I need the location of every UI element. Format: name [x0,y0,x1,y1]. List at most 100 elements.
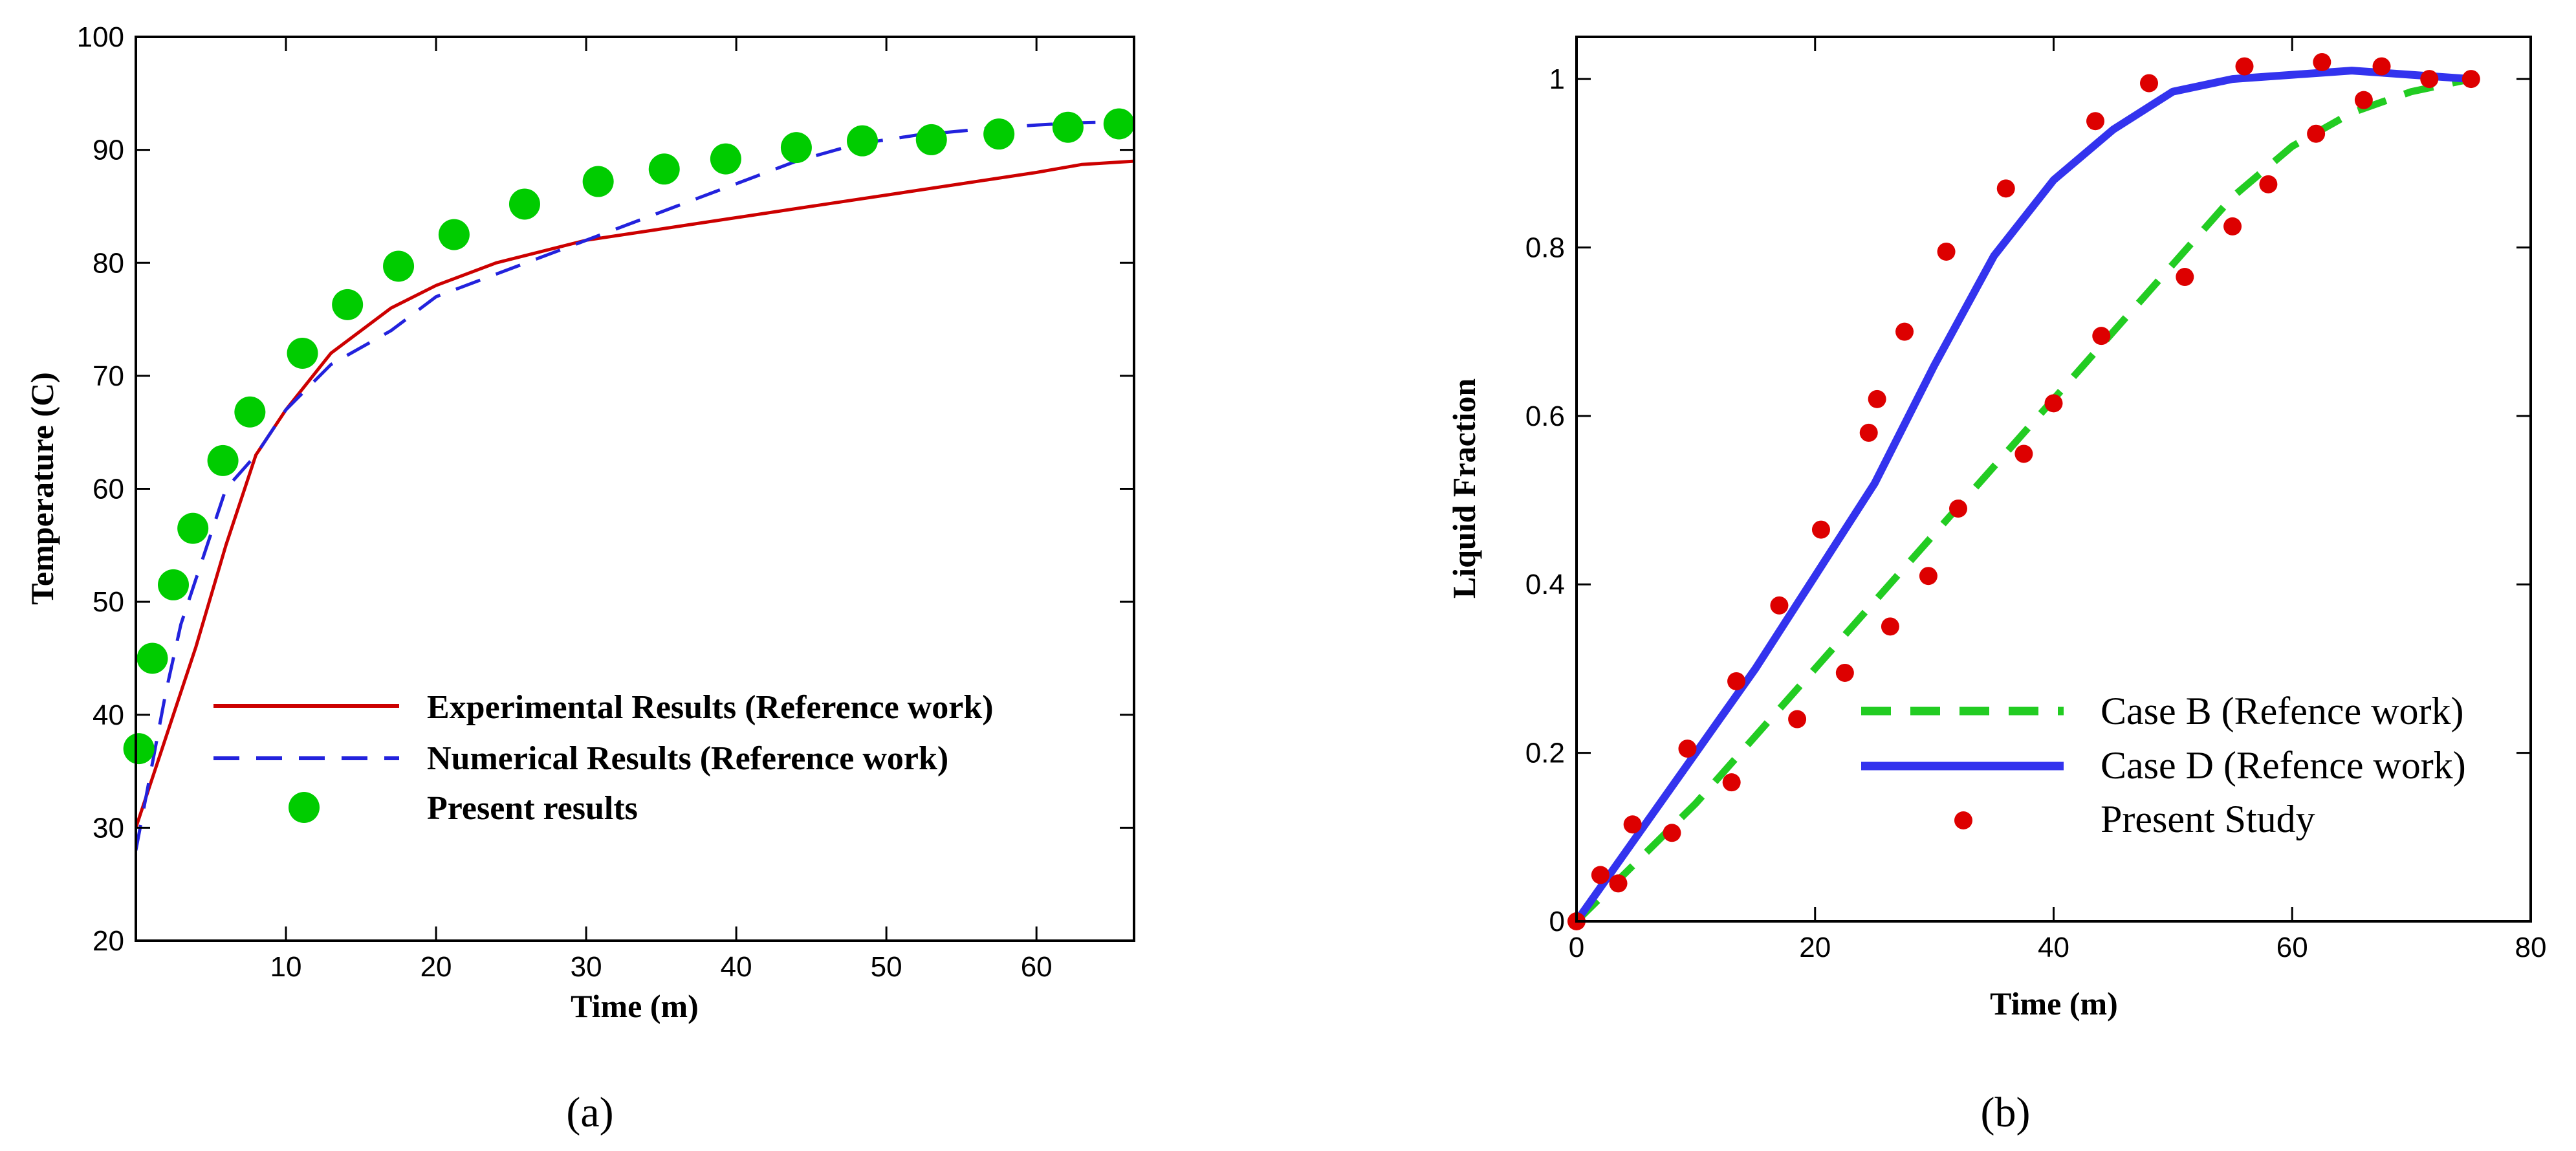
panel-b-point-present-study [1881,617,1899,636]
panel-b-ticks: 0 20 40 60 80 0 0.2 0.4 0.6 0.8 1 [1525,37,2547,963]
panel-b-point-present-study [2092,327,2111,345]
panel-a-ticks: 10 20 30 40 50 60 20 30 40 50 60 70 80 90 100 [77,21,1134,983]
panel-a-y-tick-label: 50 [93,586,124,618]
legend-a-numerical-label: Numerical Results (Reference work) [427,740,948,777]
panel-a-point-present-results [123,733,155,765]
panel-b-y-tick-label: 0.4 [1525,569,1565,600]
panel-a-point-present-results [710,143,741,175]
legend-b-caseb-label: Case B (Refence work) [2101,690,2463,732]
panel-b-plot-area [1567,53,2480,930]
panel-a-y-tick-label: 80 [93,247,124,279]
panel-b-point-present-study [2313,53,2331,72]
panel-b-point-present-study [1609,874,1628,893]
panel-b-point-present-study [1678,740,1697,758]
panel-a-x-tick-label: 50 [871,951,902,983]
panel-b-point-present-study [2176,268,2194,287]
panel-b-x-tick-label: 0 [1569,932,1584,963]
panel-b-point-present-study [2044,394,2063,413]
panel-b-point-present-study [2235,57,2254,76]
panel-a-legend: Experimental Results (Reference work) Nu… [213,689,994,827]
panel-a-point-present-results [207,444,239,476]
panel-b-point-present-study [2307,124,2326,143]
panel-a-y-tick-label: 100 [77,21,124,53]
panel-b-line-case-b-refence-work [1577,75,2472,921]
panel-b-y-tick-label: 0.2 [1525,738,1565,769]
panel-a-x-tick-label: 30 [571,951,602,983]
panel-a-x-tick-label: 20 [420,951,452,983]
panel-a-point-present-results [287,337,318,369]
panel-a-y-tick-label: 60 [93,474,124,505]
legend-b-present-label: Present Study [2101,798,2315,840]
panel-a-point-present-results [158,569,190,600]
panel-a-point-present-results [438,219,470,250]
panel-b-label: (b) [1981,1089,2031,1136]
panel-a-plot-area [123,108,1135,851]
panel-b-point-present-study [1591,866,1610,884]
panel-a-y-tick-label: 90 [93,135,124,166]
panel-b-x-tick-label: 40 [2038,932,2069,963]
panel-a-line-numerical-results-reference-work [136,120,1134,851]
panel-a-point-present-results [332,289,364,320]
legend-a-present-marker [289,792,320,823]
panel-b-point-present-study [2259,175,2278,193]
panel-b-liquid-fraction-chart: 0 20 40 60 80 0 0.2 0.4 0.6 0.8 1 Time (m) Liquid … [1446,36,2547,1136]
panel-a-point-present-results [915,124,947,155]
panel-b-point-present-study [1895,322,1914,341]
panel-b-point-present-study [2420,70,2439,89]
panel-a-line-experimental-results-reference-work [136,159,1134,829]
panel-a-y-tick-label: 40 [93,699,124,731]
panel-b-point-present-study [1919,567,1937,586]
panel-a-point-present-results [780,132,812,164]
panel-b-point-present-study [2140,74,2158,93]
panel-a-label: (a) [566,1089,613,1136]
panel-b-point-present-study [1727,672,1746,690]
panel-b-y-tick-label: 0.6 [1525,400,1565,432]
panel-a-point-present-results [136,642,168,674]
panel-b-xlabel: Time (m) [1990,985,2118,1022]
panel-b-point-present-study [1859,423,1878,442]
panel-b-point-present-study [1788,710,1807,729]
panel-b-point-present-study [1835,663,1854,682]
panel-b-point-present-study [1937,242,1956,261]
panel-a-ylabel: Temperature (C) [24,372,60,605]
panel-b-point-present-study [2086,112,2105,131]
panel-b-point-present-study [2223,217,2242,236]
panel-a-y-tick-label: 20 [93,925,124,957]
panel-b-point-present-study [1663,824,1681,842]
panel-a-x-tick-label: 10 [270,951,302,983]
legend-a-experimental-label: Experimental Results (Reference work) [427,689,994,726]
panel-a-x-tick-label: 40 [721,951,752,983]
panel-a-series-present-results [123,108,1135,765]
panel-b-point-present-study [1811,520,1830,539]
panel-b-point-present-study [2461,70,2480,89]
panel-a-x-tick-label: 60 [1021,951,1053,983]
legend-b-cased-label: Case D (Refence work) [2101,744,2466,787]
panel-b-point-present-study [1770,596,1789,615]
panel-b-legend: Case B (Refence work) Case D (Refence wo… [1861,690,2466,840]
panel-b-point-present-study [2354,91,2373,109]
panel-a-point-present-results [648,153,680,185]
panel-b-y-tick-label: 0 [1549,906,1565,937]
panel-a-point-present-results [1052,111,1084,143]
panel-b-x-tick-label: 20 [1799,932,1831,963]
panel-a-point-present-results [983,118,1015,150]
panel-b-point-present-study [1868,389,1886,408]
panel-b-point-present-study [1623,815,1642,834]
panel-a-point-present-results [1103,108,1135,140]
legend-b-present-marker [1954,811,1972,829]
panel-b-point-present-study [1722,773,1741,792]
panel-b-axes-frame [1575,36,2532,923]
panel-b-line-case-d-refence-work [1577,67,2472,921]
panel-a-point-present-results [508,188,540,220]
panel-b-y-tick-label: 1 [1549,63,1565,95]
panel-a-point-present-results [383,250,415,282]
panel-b-ylabel: Liquid Fraction [1446,378,1482,599]
panel-a-point-present-results [847,125,879,157]
panel-a-point-present-results [234,396,266,428]
panel-a-xlabel: Time (m) [571,988,699,1024]
panel-a-temperature-chart: 10 20 30 40 50 60 20 30 40 50 60 70 80 90 100 Time (m)… [24,21,1135,1136]
panel-b-x-tick-label: 80 [2515,932,2547,963]
panel-a-point-present-results [177,512,209,544]
panel-b-x-tick-label: 60 [2276,932,2308,963]
